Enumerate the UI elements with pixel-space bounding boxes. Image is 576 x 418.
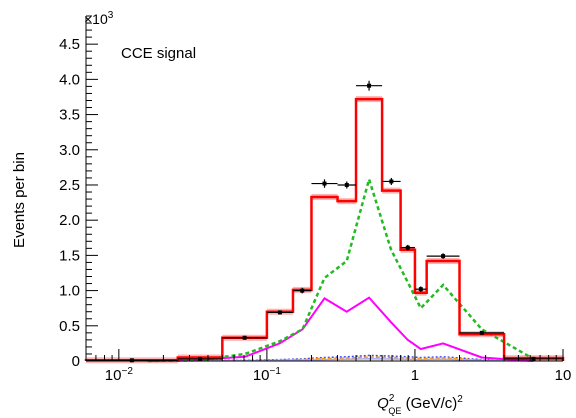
- data-point: [459, 330, 505, 335]
- total-band-layer: [86, 96, 563, 364]
- y-tick-label: 3.5: [59, 107, 80, 124]
- x-tick-label: 10−1: [253, 366, 282, 384]
- y-axis-label: Events per bin: [11, 152, 28, 248]
- y-tick-label: 1.5: [59, 247, 80, 264]
- x-axis-label: Q2 QE (GeV/c)2: [377, 393, 463, 416]
- data-point-marker: [441, 254, 446, 259]
- data-point: [266, 310, 293, 315]
- y-multiplier: ×103: [84, 10, 114, 27]
- axes: 0 0.5 1.0 1.5 2.0 2.5 3.0 3.5 4.0 4.5 10−2 10−1 1 10: [59, 15, 572, 384]
- data-point-marker: [418, 287, 423, 292]
- data-point-marker: [277, 310, 282, 315]
- data-point-marker: [531, 356, 536, 361]
- magenta-component-layer: [147, 296, 534, 362]
- data-point: [337, 181, 357, 189]
- data-point: [400, 244, 415, 251]
- data-point: [382, 177, 401, 185]
- data-point-marker: [300, 288, 305, 293]
- data-point: [414, 286, 427, 292]
- y-tick-label: 3.0: [59, 142, 80, 159]
- data-point: [356, 80, 383, 91]
- data-point-marker: [129, 358, 134, 363]
- x-tick-label: 10−2: [105, 366, 134, 384]
- y-tick-label: 1.0: [59, 283, 80, 300]
- data-point-marker: [344, 182, 349, 187]
- y-tick-label: 4.0: [59, 71, 80, 88]
- data-point-marker: [479, 330, 484, 335]
- data-point-marker: [198, 356, 203, 361]
- plot-area: [84, 80, 565, 364]
- magenta-component-line: [147, 296, 534, 362]
- y-tick-label: 2.5: [59, 177, 80, 194]
- y-tick-label: 2.0: [59, 212, 80, 229]
- data-point: [426, 253, 460, 259]
- data-point-marker: [322, 181, 327, 186]
- data-point-marker: [242, 335, 247, 340]
- chart-annotation: CCE signal: [121, 45, 196, 62]
- data-points-layer: [86, 80, 563, 363]
- total-prediction-layer: [84, 97, 565, 362]
- y-tick-label: 0.5: [59, 318, 80, 335]
- data-point-marker: [367, 83, 372, 88]
- x-tick-label: 10: [555, 367, 572, 384]
- data-point-marker: [389, 179, 394, 184]
- data-point: [504, 356, 563, 361]
- x-tick-label: 1: [411, 367, 419, 384]
- data-point: [222, 335, 267, 340]
- data-point: [177, 356, 223, 361]
- data-point: [292, 287, 312, 294]
- y-tick-label: 0: [72, 353, 80, 370]
- data-point-marker: [405, 245, 410, 250]
- data-point: [311, 179, 338, 188]
- total-prediction-step: [84, 97, 565, 362]
- y-tick-label: 4.5: [59, 36, 80, 53]
